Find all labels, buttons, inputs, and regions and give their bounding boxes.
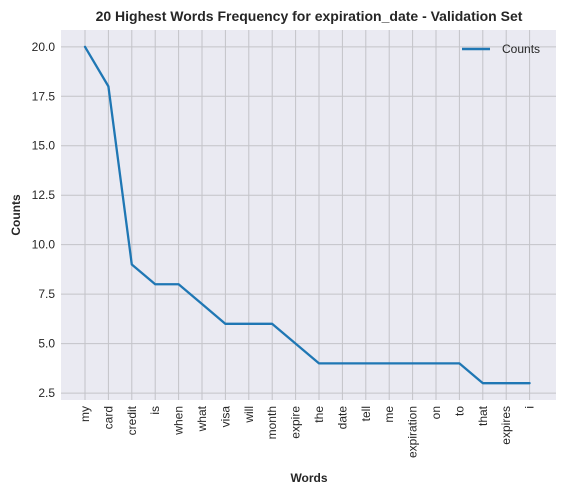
legend: Counts — [462, 42, 540, 56]
legend-label-counts: Counts — [502, 42, 540, 56]
x-tick-label: expire — [289, 406, 303, 439]
series-lines — [83, 45, 531, 385]
x-tick-label: that — [476, 405, 490, 426]
x-axis-title: Words — [290, 471, 327, 485]
x-tick-label: visa — [218, 406, 232, 428]
y-tick-label: 15.0 — [32, 139, 56, 153]
series-line-counts — [83, 45, 531, 385]
x-tick-label: is — [148, 406, 162, 415]
x-tick-label: expires — [499, 406, 513, 445]
x-tick-label: month — [265, 406, 279, 439]
x-tick-label: date — [335, 406, 349, 430]
x-tick-label: when — [172, 406, 186, 436]
y-tick-label: 7.5 — [38, 287, 55, 301]
chart-title: 20 Highest Words Frequency for expiratio… — [96, 8, 523, 24]
y-tick-labels: 2.5 5.0 7.5 10.0 12.5 15.0 17.5 20.0 — [32, 40, 56, 400]
y-tick-label: 17.5 — [32, 89, 56, 103]
x-tick-label: expiration — [406, 406, 420, 458]
x-tick-label: credit — [125, 405, 139, 435]
x-tick-label: card — [101, 406, 115, 429]
x-tick-label: the — [312, 406, 326, 423]
grid-lines — [61, 30, 556, 400]
y-tick-label: 12.5 — [32, 188, 56, 202]
y-axis-title: Counts — [9, 194, 23, 236]
x-tick-label: tell — [359, 406, 373, 421]
plot-area — [61, 30, 556, 400]
x-tick-label: me — [382, 406, 396, 423]
x-tick-label: to — [452, 406, 466, 416]
x-tick-label: i — [523, 406, 537, 409]
x-tick-label: will — [242, 406, 256, 424]
x-tick-label: on — [429, 406, 443, 419]
y-tick-label: 20.0 — [32, 40, 56, 54]
y-tick-label: 5.0 — [38, 337, 55, 351]
y-tick-label: 10.0 — [32, 238, 56, 252]
x-tick-label: what — [195, 405, 209, 432]
y-tick-label: 2.5 — [38, 386, 55, 400]
x-tick-labels: my card credit is when what visa will month expir… — [78, 405, 537, 458]
x-tick-label: my — [78, 406, 92, 422]
